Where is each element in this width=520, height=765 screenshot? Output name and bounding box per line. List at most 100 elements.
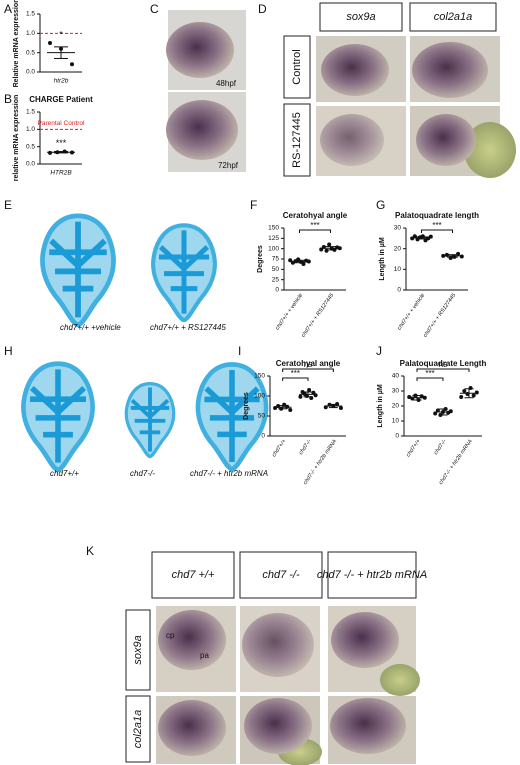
significance: * [59,29,63,39]
y-axis-label: relative mRNA expression [13,95,20,182]
panel-c: 48hpf 72hpf [166,10,246,172]
y-tick-label: 75 [272,256,280,263]
significance: *** [425,369,434,378]
data-point [48,150,52,155]
data-point [288,408,293,412]
yolk [380,664,420,696]
y-tick-label: 125 [268,235,279,242]
y-tick-label: 1.5 [26,11,35,18]
header-box [125,609,151,691]
y-tick-label: 25 [272,276,280,283]
y-tick-label: 30 [392,388,400,395]
y-tick-label: 20 [394,245,402,252]
y-tick-label: 10 [392,418,400,425]
y-tick-label: 20 [392,403,400,410]
condition-label: chd7+/+ + RS127445 [150,323,226,332]
y-axis-label: Degrees [257,245,264,273]
condition-label: chd7+/+ [50,469,79,478]
y-tick-label: 40 [392,373,400,380]
chart-title: Ceratohyal angle [276,359,341,368]
row-header: sox9a [132,635,144,664]
y-tick-label: 50 [258,413,266,420]
embryo [244,698,312,754]
data-point [412,234,417,239]
bracket [299,229,331,233]
y-tick-label: 0.0 [26,161,35,168]
y-axis-label: Relative mRNA expression [13,0,20,87]
data-point [474,390,479,395]
y-tick-label: 0 [261,433,265,440]
y-tick-label: 50 [272,266,280,273]
data-point [327,242,332,247]
embryo [331,612,399,668]
chart-title: Ceratohyal angle [283,211,348,220]
data-point [48,41,52,45]
panel-label: A [4,2,12,16]
data-point [324,248,329,253]
embryo [242,613,314,677]
reference-label: Parental Control [38,120,86,127]
panel-label: H [4,344,13,358]
bracket [416,377,444,381]
row-header: col2a1a [132,710,144,749]
y-tick-label: 0 [275,287,279,294]
y-tick-label: 0 [395,433,399,440]
y-tick-label: 100 [254,393,265,400]
header-box [327,551,417,599]
row-header: RS-127445 [291,112,303,168]
header-box [319,2,403,32]
data-point [338,406,343,410]
column-header: chd7 -/- + htr2b mRNA [317,569,427,581]
significance: *** [432,221,441,230]
data-point [307,388,312,392]
chart-title: Palatoquadrate Length [400,359,487,368]
x-tick-label: htr2b [54,78,69,85]
embryo [166,100,238,160]
data-point [456,251,461,256]
stage-label: 48hpf [216,79,237,88]
panel-e: chd7+/+ +vehicle chd7+/+ + RS127445 [43,216,226,332]
embryo [412,42,488,98]
column-header: col2a1a [434,11,473,23]
chart-title: CHARGE Patient [29,95,93,104]
y-tick-label: 1.0 [26,30,35,37]
header-box [283,103,311,177]
panel-label: F [250,198,257,212]
data-point [459,254,464,259]
data-point [459,395,464,399]
panel-label: B [4,92,12,106]
column-header: chd7 -/- [262,569,300,581]
y-axis-label: Length in µM [377,384,384,427]
yolk [464,122,516,178]
bracket [416,368,470,372]
condition-label: chd7-/- + htr2b mRNA [190,469,268,478]
chart-title: Palatoquadrate length [395,211,479,220]
bracket [282,377,309,381]
row-header: Control [291,49,303,84]
significance: *** [291,369,300,378]
stage-label: 72hpf [218,161,239,170]
condition-label: chd7+/+ +vehicle [60,323,121,332]
y-axis-label: Degrees [243,392,250,420]
header-box [151,551,235,599]
y-tick-label: 0.0 [26,69,35,76]
condition-label: chd7-/- [130,469,155,478]
embryo [320,114,384,166]
column-header: chd7 +/+ [172,569,215,581]
structure-label: cp [166,631,175,640]
panel-label: K [86,544,94,558]
y-tick-label: 10 [394,266,402,273]
header-box [239,551,323,599]
y-tick-label: 30 [394,225,402,232]
panel-label: E [4,198,12,212]
header-box [409,2,497,32]
embryo [166,22,234,78]
panel-label: C [150,2,159,16]
data-point [70,62,74,67]
significance: *** [56,138,67,148]
data-point [448,409,453,414]
y-tick-label: 0 [397,287,401,294]
y-tick-label: 1.5 [26,109,35,116]
bracket [421,229,453,233]
structure-label: pa [200,651,209,660]
